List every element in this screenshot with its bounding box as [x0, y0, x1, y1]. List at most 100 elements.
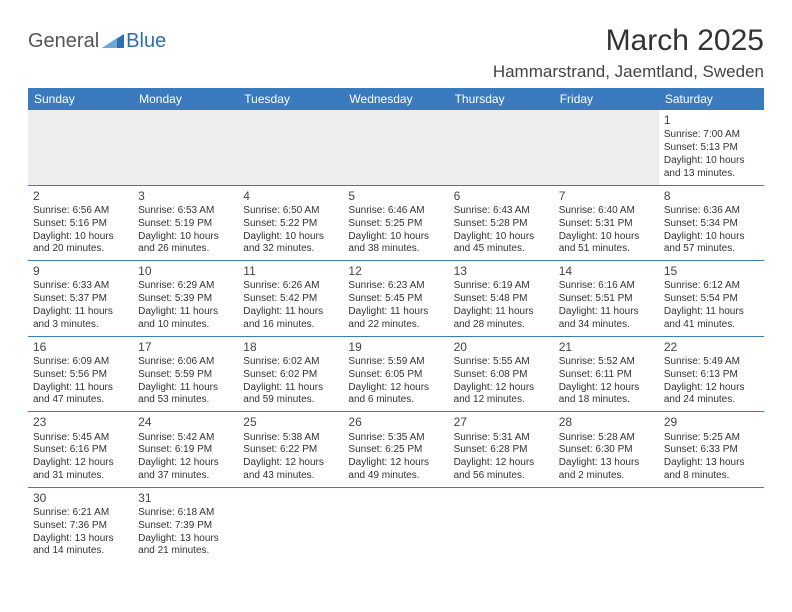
- daylight-text-1: Daylight: 10 hours: [664, 231, 759, 244]
- daylight-text-2: and 13 minutes.: [664, 168, 759, 181]
- location-text: Hammarstrand, Jaemtland, Sweden: [493, 62, 764, 82]
- daylight-text-1: Daylight: 13 hours: [138, 533, 233, 546]
- sunrise-text: Sunrise: 6:40 AM: [559, 205, 654, 218]
- day-number: 21: [559, 340, 654, 355]
- day-number: 29: [664, 415, 759, 430]
- calendar-cell: 15Sunrise: 6:12 AMSunset: 5:54 PMDayligh…: [659, 261, 764, 337]
- sunrise-text: Sunrise: 6:43 AM: [454, 205, 549, 218]
- calendar-cell: 18Sunrise: 6:02 AMSunset: 6:02 PMDayligh…: [238, 336, 343, 412]
- calendar-head: SundayMondayTuesdayWednesdayThursdayFrid…: [28, 88, 764, 110]
- daylight-text-1: Daylight: 11 hours: [138, 382, 233, 395]
- calendar-cell: 19Sunrise: 5:59 AMSunset: 6:05 PMDayligh…: [343, 336, 448, 412]
- sunset-text: Sunset: 6:08 PM: [454, 369, 549, 382]
- page-header: General Blue March 2025 Hammarstrand, Ja…: [28, 24, 764, 82]
- sunrise-text: Sunrise: 5:59 AM: [348, 356, 443, 369]
- sunset-text: Sunset: 6:28 PM: [454, 444, 549, 457]
- sunset-text: Sunset: 6:25 PM: [348, 444, 443, 457]
- sunrise-text: Sunrise: 6:16 AM: [559, 280, 654, 293]
- sunrise-text: Sunrise: 6:02 AM: [243, 356, 338, 369]
- daylight-text-1: Daylight: 10 hours: [348, 231, 443, 244]
- sunset-text: Sunset: 7:36 PM: [33, 520, 128, 533]
- daylight-text-2: and 49 minutes.: [348, 470, 443, 483]
- sunrise-text: Sunrise: 6:33 AM: [33, 280, 128, 293]
- sunrise-text: Sunrise: 7:00 AM: [664, 129, 759, 142]
- day-number: 13: [454, 264, 549, 279]
- sunset-text: Sunset: 6:11 PM: [559, 369, 654, 382]
- logo-text-blue: Blue: [126, 30, 166, 53]
- daylight-text-2: and 26 minutes.: [138, 243, 233, 256]
- sunset-text: Sunset: 5:45 PM: [348, 293, 443, 306]
- day-number: 1: [664, 113, 759, 128]
- sunrise-text: Sunrise: 6:50 AM: [243, 205, 338, 218]
- daylight-text-2: and 24 minutes.: [664, 394, 759, 407]
- daylight-text-2: and 8 minutes.: [664, 470, 759, 483]
- sunset-text: Sunset: 6:02 PM: [243, 369, 338, 382]
- daylight-text-1: Daylight: 11 hours: [664, 306, 759, 319]
- calendar-cell: [28, 110, 133, 185]
- daylight-text-1: Daylight: 11 hours: [348, 306, 443, 319]
- daylight-text-1: Daylight: 11 hours: [559, 306, 654, 319]
- daylight-text-2: and 20 minutes.: [33, 243, 128, 256]
- sunset-text: Sunset: 6:16 PM: [33, 444, 128, 457]
- day-number: 6: [454, 189, 549, 204]
- calendar-cell: 10Sunrise: 6:29 AMSunset: 5:39 PMDayligh…: [133, 261, 238, 337]
- calendar-cell: [449, 487, 554, 562]
- calendar-cell: [343, 487, 448, 562]
- daylight-text-2: and 2 minutes.: [559, 470, 654, 483]
- calendar-cell: 27Sunrise: 5:31 AMSunset: 6:28 PMDayligh…: [449, 412, 554, 488]
- calendar-cell: 12Sunrise: 6:23 AMSunset: 5:45 PMDayligh…: [343, 261, 448, 337]
- sunset-text: Sunset: 5:25 PM: [348, 218, 443, 231]
- daylight-text-2: and 56 minutes.: [454, 470, 549, 483]
- daylight-text-1: Daylight: 12 hours: [454, 457, 549, 470]
- logo-triangle-icon: [102, 32, 124, 51]
- sunset-text: Sunset: 7:39 PM: [138, 520, 233, 533]
- daylight-text-1: Daylight: 12 hours: [454, 382, 549, 395]
- calendar-cell: 7Sunrise: 6:40 AMSunset: 5:31 PMDaylight…: [554, 185, 659, 261]
- daylight-text-2: and 45 minutes.: [454, 243, 549, 256]
- day-header: Friday: [554, 88, 659, 110]
- daylight-text-1: Daylight: 11 hours: [243, 382, 338, 395]
- day-header: Tuesday: [238, 88, 343, 110]
- daylight-text-1: Daylight: 13 hours: [664, 457, 759, 470]
- sunrise-text: Sunrise: 5:35 AM: [348, 432, 443, 445]
- calendar-cell: 26Sunrise: 5:35 AMSunset: 6:25 PMDayligh…: [343, 412, 448, 488]
- sunset-text: Sunset: 5:19 PM: [138, 218, 233, 231]
- calendar-cell: 14Sunrise: 6:16 AMSunset: 5:51 PMDayligh…: [554, 261, 659, 337]
- daylight-text-1: Daylight: 12 hours: [348, 457, 443, 470]
- sunrise-text: Sunrise: 5:42 AM: [138, 432, 233, 445]
- sunset-text: Sunset: 5:22 PM: [243, 218, 338, 231]
- sunrise-text: Sunrise: 6:12 AM: [664, 280, 759, 293]
- sunset-text: Sunset: 5:54 PM: [664, 293, 759, 306]
- sunrise-text: Sunrise: 6:09 AM: [33, 356, 128, 369]
- day-number: 14: [559, 264, 654, 279]
- sunset-text: Sunset: 5:51 PM: [559, 293, 654, 306]
- calendar-cell: [133, 110, 238, 185]
- calendar-cell: 29Sunrise: 5:25 AMSunset: 6:33 PMDayligh…: [659, 412, 764, 488]
- sunset-text: Sunset: 6:19 PM: [138, 444, 233, 457]
- calendar-cell: 1Sunrise: 7:00 AMSunset: 5:13 PMDaylight…: [659, 110, 764, 185]
- daylight-text-2: and 10 minutes.: [138, 319, 233, 332]
- day-number: 24: [138, 415, 233, 430]
- sunrise-text: Sunrise: 6:56 AM: [33, 205, 128, 218]
- daylight-text-2: and 47 minutes.: [33, 394, 128, 407]
- sunset-text: Sunset: 6:05 PM: [348, 369, 443, 382]
- calendar-table: SundayMondayTuesdayWednesdayThursdayFrid…: [28, 88, 764, 562]
- day-number: 7: [559, 189, 654, 204]
- daylight-text-2: and 41 minutes.: [664, 319, 759, 332]
- sunrise-text: Sunrise: 5:52 AM: [559, 356, 654, 369]
- sunrise-text: Sunrise: 6:26 AM: [243, 280, 338, 293]
- daylight-text-2: and 34 minutes.: [559, 319, 654, 332]
- sunset-text: Sunset: 5:16 PM: [33, 218, 128, 231]
- calendar-cell: [238, 110, 343, 185]
- sunrise-text: Sunrise: 5:49 AM: [664, 356, 759, 369]
- daylight-text-2: and 53 minutes.: [138, 394, 233, 407]
- day-number: 8: [664, 189, 759, 204]
- daylight-text-2: and 38 minutes.: [348, 243, 443, 256]
- daylight-text-1: Daylight: 12 hours: [33, 457, 128, 470]
- sunrise-text: Sunrise: 5:38 AM: [243, 432, 338, 445]
- logo-text-general: General: [28, 30, 99, 53]
- day-number: 28: [559, 415, 654, 430]
- daylight-text-1: Daylight: 12 hours: [138, 457, 233, 470]
- sunrise-text: Sunrise: 6:29 AM: [138, 280, 233, 293]
- calendar-cell: 3Sunrise: 6:53 AMSunset: 5:19 PMDaylight…: [133, 185, 238, 261]
